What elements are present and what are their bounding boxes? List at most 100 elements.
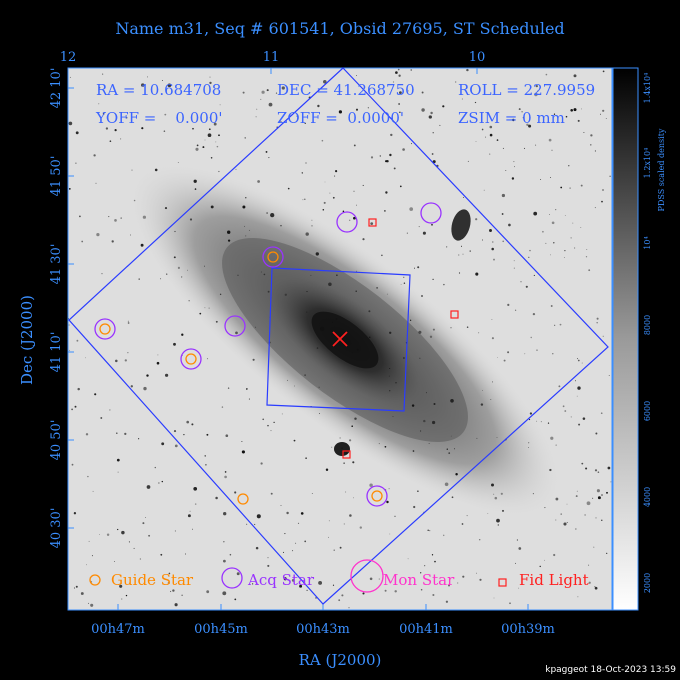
background-star <box>496 436 498 438</box>
background-star <box>407 558 409 560</box>
background-star <box>432 420 436 425</box>
legend-acq-icon <box>221 567 243 589</box>
background-star <box>585 467 588 470</box>
background-star <box>338 110 342 114</box>
background-star <box>260 98 262 100</box>
background-star <box>474 101 477 104</box>
fid-light <box>342 450 351 459</box>
background-star <box>450 327 452 329</box>
footer-timestamp: kpaggeot 18-Oct-2023 13:59 <box>545 665 676 675</box>
background-star <box>94 393 97 396</box>
background-star <box>394 590 397 593</box>
background-star <box>213 122 217 126</box>
background-star <box>267 556 269 559</box>
background-star <box>158 482 160 484</box>
bottom-axis-tick-label: 00h45m <box>194 622 248 637</box>
background-star <box>223 512 227 516</box>
background-star <box>482 390 483 392</box>
background-star <box>324 181 326 183</box>
background-star <box>185 553 186 555</box>
inner-detector-square <box>266 267 411 412</box>
background-star <box>489 229 492 232</box>
background-star <box>194 188 197 190</box>
background-star <box>582 417 586 420</box>
background-star <box>117 471 119 473</box>
background-star <box>92 490 94 492</box>
background-star <box>336 274 338 277</box>
background-star <box>592 497 594 499</box>
background-star <box>528 418 531 421</box>
background-star <box>296 115 299 117</box>
background-star <box>161 80 163 82</box>
background-star <box>321 139 324 142</box>
target-x-marker <box>332 331 348 347</box>
background-star <box>133 547 135 549</box>
background-star <box>256 514 261 519</box>
background-star <box>568 165 570 167</box>
background-star <box>397 68 400 71</box>
background-star <box>254 523 256 525</box>
background-star <box>590 134 593 137</box>
background-star <box>93 154 96 157</box>
background-star <box>77 387 80 391</box>
background-star <box>174 230 176 233</box>
background-star <box>223 559 226 563</box>
background-star <box>522 117 524 119</box>
colorbar-tick: 1.4x10⁴ <box>643 73 652 104</box>
background-star <box>295 542 297 544</box>
background-star <box>300 512 304 515</box>
background-star <box>434 560 436 563</box>
background-star <box>234 491 237 494</box>
background-star <box>334 175 336 177</box>
background-star <box>489 133 493 137</box>
pointing-info: RA = 10.684708 DEC = 41.268750 ROLL = 22… <box>95 81 595 127</box>
background-star <box>367 107 369 109</box>
background-star <box>157 354 159 356</box>
background-star <box>370 156 374 159</box>
background-star <box>431 223 433 226</box>
background-star <box>164 113 167 116</box>
background-star <box>448 584 450 587</box>
background-star <box>235 168 237 170</box>
background-star <box>221 406 224 408</box>
background-star <box>559 323 562 326</box>
background-star <box>241 441 243 443</box>
background-star <box>315 252 319 256</box>
background-star <box>156 361 160 365</box>
legend-acq-label: Acq Star <box>247 571 315 589</box>
background-star <box>310 274 312 276</box>
background-star <box>139 558 142 560</box>
background-star <box>455 472 458 476</box>
background-star <box>355 290 357 292</box>
background-star <box>263 273 266 276</box>
background-star <box>319 412 321 414</box>
background-star <box>537 90 539 92</box>
background-star <box>125 116 128 119</box>
background-star <box>550 305 553 307</box>
field-outline <box>68 67 609 605</box>
background-star <box>329 192 331 194</box>
background-star <box>281 86 285 90</box>
background-star <box>424 565 426 567</box>
background-star <box>433 402 436 406</box>
background-star <box>550 176 552 178</box>
background-star <box>115 359 118 363</box>
background-star <box>376 287 378 289</box>
background-star <box>395 382 397 384</box>
background-star <box>550 254 552 256</box>
background-star <box>189 510 191 512</box>
background-star <box>318 580 323 585</box>
background-star <box>432 328 435 331</box>
background-star <box>602 335 604 337</box>
background-star <box>304 540 307 543</box>
background-star <box>120 138 122 140</box>
background-star <box>245 197 247 199</box>
background-star <box>305 457 307 459</box>
colorbar-tick: 10⁴ <box>643 236 652 249</box>
guide-star <box>237 493 249 505</box>
background-star <box>600 113 601 115</box>
background-star <box>304 198 306 201</box>
background-star <box>590 144 592 146</box>
background-star <box>381 254 383 257</box>
background-star <box>409 207 414 211</box>
